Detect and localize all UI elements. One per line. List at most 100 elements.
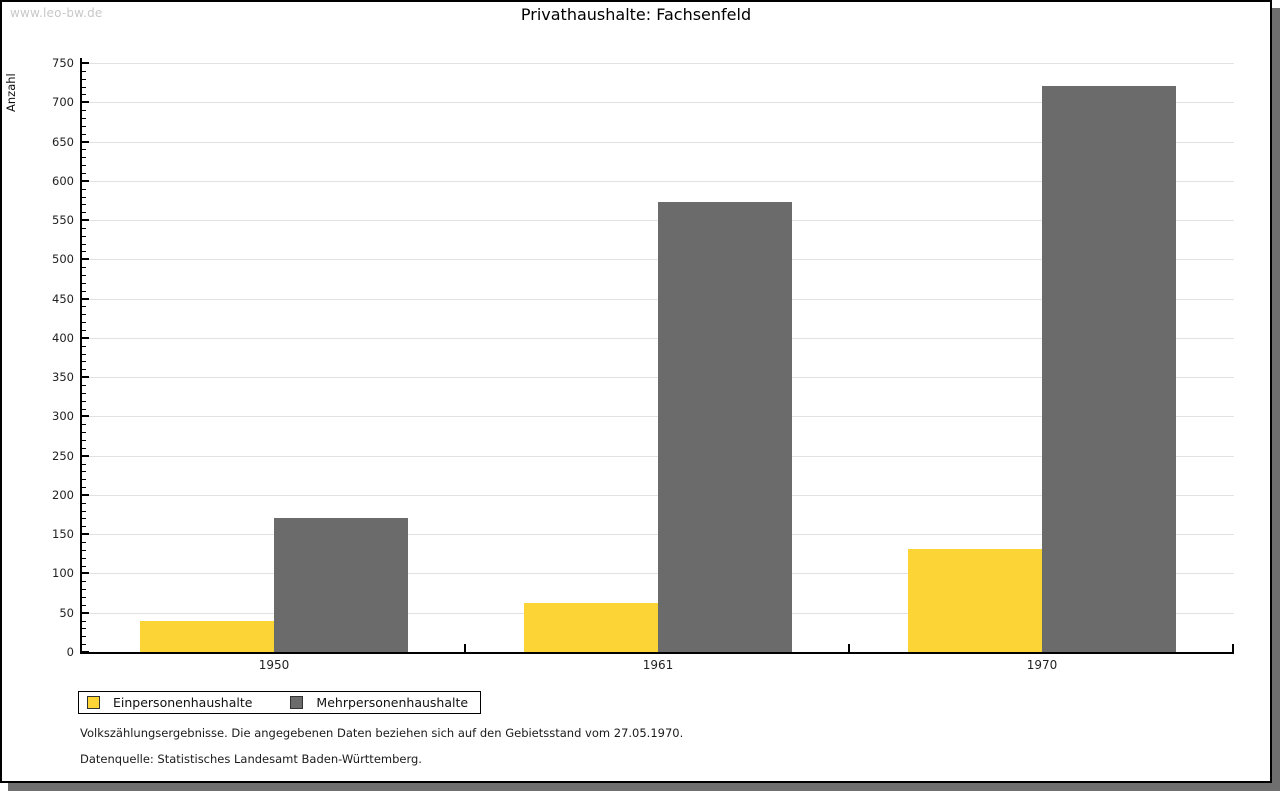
y-axis-major-tick — [82, 298, 89, 300]
y-axis-minor-tick — [82, 267, 86, 268]
watermark: www.leo-bw.de — [10, 6, 103, 20]
legend-swatch-icon — [87, 696, 100, 709]
y-axis-tick-label: 350 — [52, 370, 74, 384]
y-axis-major-tick — [82, 219, 89, 221]
y-axis-major-tick — [82, 141, 89, 143]
y-axis-minor-tick — [82, 432, 86, 433]
legend-label: Einpersonenhaushalte — [113, 695, 253, 710]
y-axis-minor-tick — [82, 361, 86, 362]
y-axis-minor-tick — [82, 471, 86, 472]
y-axis-major-tick — [82, 101, 89, 103]
y-axis-minor-tick — [82, 204, 86, 205]
x-axis-boundary-tick — [1232, 644, 1234, 652]
y-axis-tick-label: 300 — [52, 409, 74, 423]
y-axis-minor-tick — [82, 581, 86, 582]
y-axis-minor-tick — [82, 94, 86, 95]
y-axis-major-tick — [82, 651, 89, 653]
y-axis-minor-tick — [82, 228, 86, 229]
y-axis-tick-label: 500 — [52, 252, 74, 266]
y-axis-minor-tick — [82, 464, 86, 465]
legend-label: Mehrpersonenhaushalte — [316, 695, 469, 710]
y-axis-major-tick — [82, 455, 89, 457]
y-axis-minor-tick — [82, 566, 86, 567]
y-axis-minor-tick — [82, 283, 86, 284]
y-axis-minor-tick — [82, 314, 86, 315]
footnote-source-note: Volkszählungsergebnisse. Die angegebenen… — [80, 726, 684, 740]
y-axis-minor-tick — [82, 550, 86, 551]
y-axis-minor-tick — [82, 251, 86, 252]
y-axis-tick-label: 200 — [52, 488, 74, 502]
y-axis-line — [80, 58, 82, 654]
y-axis-tick-label: 450 — [52, 292, 74, 306]
y-axis-minor-tick — [82, 118, 86, 119]
y-axis-minor-tick — [82, 212, 86, 213]
y-axis-minor-tick — [82, 87, 86, 88]
y-axis-minor-tick — [82, 79, 86, 80]
legend-item: Mehrpersonenhaushalte — [290, 695, 468, 710]
x-axis-line — [80, 652, 1234, 654]
y-axis-minor-tick — [82, 636, 86, 637]
y-axis-major-tick — [82, 533, 89, 535]
y-axis-minor-tick — [82, 393, 86, 394]
y-axis-tick-label: 0 — [66, 645, 74, 659]
x-axis-boundary-tick — [848, 644, 850, 652]
y-axis-minor-tick — [82, 157, 86, 158]
y-axis-tick-label: 50 — [59, 606, 74, 620]
x-axis-boundary-tick — [464, 644, 466, 652]
y-axis-major-tick — [82, 612, 89, 614]
y-axis-minor-tick — [82, 605, 86, 606]
bar-einpersonenhaushalte — [908, 549, 1042, 652]
y-axis-minor-tick — [82, 244, 86, 245]
y-axis-minor-tick — [82, 149, 86, 150]
y-axis-tick-label: 250 — [52, 449, 74, 463]
y-axis-minor-tick — [82, 354, 86, 355]
chart-title: Privathaushalte: Fachsenfeld — [520, 5, 752, 24]
y-axis-minor-tick — [82, 110, 86, 111]
y-axis-minor-tick — [82, 385, 86, 386]
y-axis-minor-tick — [82, 173, 86, 174]
x-axis-category-label: 1950 — [258, 658, 290, 672]
gridline — [82, 181, 1234, 182]
y-axis-minor-tick — [82, 440, 86, 441]
plot-area: 0 50 100 150 200 250 300 350 400 450 500 550 600 650 7… — [52, 56, 1234, 672]
y-axis-major-tick — [82, 572, 89, 574]
y-axis-tick-label: 650 — [52, 135, 74, 149]
y-axis-minor-tick — [82, 558, 86, 559]
legend-swatch-icon — [290, 696, 304, 709]
y-axis-minor-tick — [82, 197, 86, 198]
y-axis-minor-tick — [82, 401, 86, 402]
y-axis-minor-tick — [82, 621, 86, 622]
y-axis-minor-tick — [82, 448, 86, 449]
y-axis-minor-tick — [82, 330, 86, 331]
y-axis-minor-tick — [82, 291, 86, 292]
y-axis-major-tick — [82, 258, 89, 260]
y-axis-tick-label: 750 — [52, 56, 74, 70]
bar-einpersonenhaushalte — [140, 621, 274, 652]
y-axis-minor-tick — [82, 126, 86, 127]
y-axis-major-tick — [82, 62, 89, 64]
y-axis-minor-tick — [82, 346, 86, 347]
y-axis-major-tick — [82, 337, 89, 339]
bar-mehrpersonenhaushalte — [658, 202, 792, 652]
gridline — [82, 102, 1234, 103]
y-axis-minor-tick — [82, 424, 86, 425]
legend: Einpersonenhaushalte Mehrpersonenhaushalt… — [78, 691, 482, 714]
y-axis-tick-label: 150 — [52, 527, 74, 541]
gridline — [82, 142, 1234, 143]
y-axis-tick-label: 400 — [52, 331, 74, 345]
x-axis-category-label: 1970 — [1026, 658, 1058, 672]
bar-mehrpersonenhaushalte — [1042, 86, 1176, 652]
y-axis-minor-tick — [82, 189, 86, 190]
bar-mehrpersonenhaushalte — [274, 518, 408, 652]
legend-item: Einpersonenhaushalte — [87, 695, 252, 710]
x-axis-category-label: 1961 — [642, 658, 674, 672]
y-axis-minor-tick — [82, 409, 86, 410]
footnote-data-source: Datenquelle: Statistisches Landesamt Bad… — [80, 752, 422, 766]
y-axis-minor-tick — [82, 487, 86, 488]
y-axis-tick-label: 100 — [52, 566, 74, 580]
y-axis-minor-tick — [82, 71, 86, 72]
y-axis-tick-label: 600 — [52, 174, 74, 188]
y-axis-minor-tick — [82, 503, 86, 504]
y-axis-minor-tick — [82, 275, 86, 276]
